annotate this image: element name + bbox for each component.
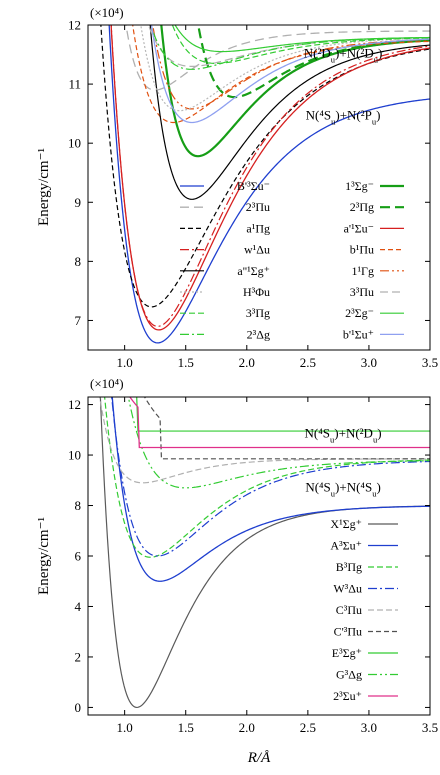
- lower-legend: X¹Σg⁺ A³Σu⁺ B³Πg W³Δu C³Πu C'³Πu E³Σg⁺ G³Δg 2³Σu…: [330, 517, 398, 703]
- upper-curve-2-g: [150, 25, 430, 70]
- lower-x-tick-label: 1.0: [117, 720, 133, 735]
- upper-curve-b-u: [150, 25, 430, 124]
- upper-ylabel: Energy/cm⁻¹: [36, 148, 52, 226]
- upper-legend-label-b-u: B'³Σu⁻: [237, 179, 270, 193]
- lower-x-tick-label: 3.5: [422, 720, 438, 735]
- lower-ylabel: Energy/cm⁻¹: [36, 517, 52, 595]
- lower-curve-a-u: [111, 397, 430, 582]
- lower-curve-2-u: [129, 397, 430, 449]
- lower-panel: 1.0 1.5 2.0 2.5 3.0 3.5 0 2 4 6 8 10 12 (×10⁴) Energ…: [36, 376, 438, 766]
- lower-y-tick-label: 10: [68, 448, 81, 463]
- upper-curve-w-u: [110, 25, 430, 327]
- upper-legend-label-2-g: 2³Δg: [247, 327, 270, 341]
- upper-legend-label-2-g: 2³Σg⁻: [345, 306, 374, 320]
- lower-curve-e-g: [136, 397, 430, 432]
- upper-plot-frame: [87, 24, 431, 351]
- lower-multiplier-label: (×10⁴): [90, 376, 124, 391]
- lower-legend-label-e-g: E³Σg⁺: [332, 646, 362, 660]
- lower-annotations: N(⁴Su)+N(²Du) N(⁴Su)+N(⁴Su): [305, 425, 382, 498]
- upper-y-tick-label: 8: [75, 254, 82, 269]
- upper-x-tick-label: 3.5: [422, 355, 438, 370]
- upper-curve-b-u: [108, 25, 430, 344]
- upper-legend-label-h-u: H³Φu: [243, 285, 270, 299]
- upper-curve-b-u: [132, 25, 430, 124]
- upper-curve-a-g: [149, 25, 430, 200]
- lower-legend-label-g-g: G³Δg: [336, 668, 362, 682]
- lower-x-tick-label: 3.0: [361, 720, 377, 735]
- lower-ticks: 1.0 1.5 2.0 2.5 3.0 3.5 0 2 4 6 8 10 12: [68, 397, 438, 735]
- lower-legend-label-2-u: 2³Σu⁺: [333, 689, 362, 703]
- upper-curve-1-g: [160, 25, 430, 158]
- upper-multiplier-label: (×10⁴): [90, 5, 124, 20]
- upper-x-tick-label: 3.0: [361, 355, 377, 370]
- lower-legend-label-c-u: C³Πu: [336, 603, 362, 617]
- upper-legend-label-w-u: w¹Δu: [244, 243, 270, 257]
- upper-legend-label-b-u: b¹Πu: [350, 243, 374, 257]
- lower-xlabel: R/Å: [247, 750, 271, 766]
- lower-legend-label-a-u: A³Σu⁺: [330, 539, 362, 553]
- lower-legend-label-c-u: C'³Πu: [334, 625, 362, 639]
- lower-y-tick-label: 4: [75, 599, 82, 614]
- upper-curves: [100, 25, 430, 344]
- upper-legend-label-2-u: 2³Πu: [246, 200, 270, 214]
- lower-curves: [99, 397, 430, 709]
- upper-dissociation-label: N(²Du)+N(²Du): [304, 46, 383, 65]
- upper-y-tick-label: 11: [68, 77, 81, 92]
- lower-dissociation-label: N(⁴Su)+N(⁴Su): [305, 480, 380, 499]
- upper-dissociation-label: N(⁴Su)+N(²Pu): [306, 108, 381, 127]
- lower-curve-w-u: [111, 397, 430, 557]
- upper-legend-label-3-u: 3³Πu: [350, 285, 374, 299]
- upper-ticks: 1.0 1.5 2.0 2.5 3.0 3.5 7 8 9 10 11 12: [68, 18, 438, 371]
- upper-legend-label-1-g: 1³Σg⁻: [345, 179, 374, 193]
- upper-y-tick-label: 12: [68, 18, 81, 33]
- lower-legend-label-w-u: W³Δu: [333, 582, 362, 596]
- upper-legend-label-1-g: 1¹Γg: [351, 264, 374, 278]
- lower-y-tick-label: 6: [75, 549, 82, 564]
- lower-y-tick-label: 8: [75, 498, 82, 513]
- lower-legend-label-x-g: X¹Σg⁺: [330, 517, 362, 531]
- upper-legend-label-a-u: a'¹Σu⁻: [344, 221, 374, 235]
- lower-dissociation-label: N(⁴Su)+N(²Du): [305, 425, 382, 444]
- upper-curve-2-u: [125, 25, 430, 91]
- lower-x-tick-label: 2.5: [300, 720, 316, 735]
- upper-curve-2-g: [197, 25, 430, 99]
- lower-curve-g-g: [127, 397, 430, 489]
- upper-x-tick-label: 2.0: [239, 355, 255, 370]
- upper-legend-label-b-u: b'¹Σu⁺: [343, 327, 374, 341]
- upper-legend-label-a-g: a''¹Σg⁺: [237, 264, 270, 278]
- upper-curve-3-g: [171, 25, 430, 65]
- lower-y-tick-label: 12: [68, 397, 81, 412]
- lower-legend-label-b-g: B³Πg: [336, 560, 362, 574]
- upper-y-tick-label: 10: [68, 136, 81, 151]
- upper-annotations: N(²Du)+N(²Du) N(⁴Su)+N(²Pu): [304, 46, 383, 127]
- upper-y-tick-label: 7: [75, 313, 82, 328]
- upper-x-tick-label: 2.5: [300, 355, 316, 370]
- lower-curve-x-g: [99, 397, 430, 709]
- upper-curve-a-g: [100, 25, 430, 308]
- upper-legend-label-2-g: 2³Πg: [350, 200, 374, 214]
- lower-x-tick-label: 1.5: [178, 720, 194, 735]
- lower-x-tick-label: 2.0: [239, 720, 255, 735]
- lower-y-tick-label: 0: [75, 700, 82, 715]
- lower-y-tick-label: 2: [75, 649, 82, 664]
- upper-curve-h-u: [140, 25, 430, 112]
- upper-y-tick-label: 9: [75, 195, 82, 210]
- upper-legend-label-3-g: 3³Πg: [246, 306, 270, 320]
- upper-x-tick-label: 1.0: [117, 355, 133, 370]
- upper-x-tick-label: 1.5: [178, 355, 194, 370]
- upper-curve-a-u: [110, 25, 430, 331]
- lower-curve-c-u: [143, 397, 430, 460]
- upper-legend-label-a-g: a¹Πg: [246, 221, 270, 235]
- upper-panel: 1.0 1.5 2.0 2.5 3.0 3.5 7 8 9 10 11 12 (×10⁴) Energ…: [36, 5, 438, 371]
- lower-curve-c-u: [99, 397, 430, 484]
- upper-legend: B'³Σu⁻ 1³Σg⁻ 2³Πu 2³Πg a¹Πg a'¹Σu⁻ w¹Δu b¹Πu a''…: [180, 179, 404, 341]
